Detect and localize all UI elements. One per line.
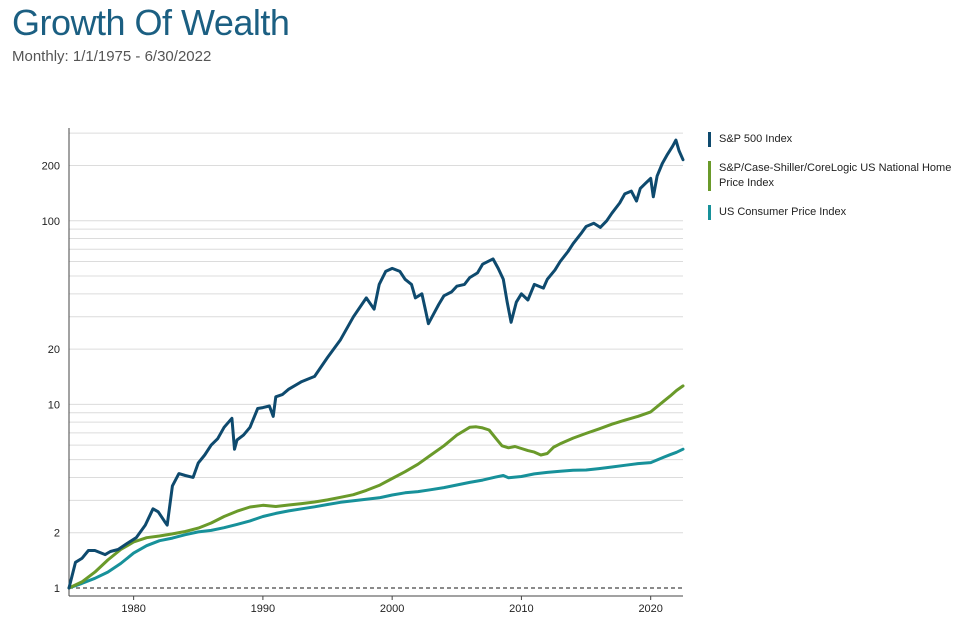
y-tick-label: 1 xyxy=(54,583,60,595)
y-tick-label: 2 xyxy=(54,528,60,540)
legend-item-sp500: S&P 500 Index xyxy=(708,132,970,147)
legend-swatch xyxy=(708,205,711,220)
x-tick-label: 1980 xyxy=(121,603,145,615)
series-layer xyxy=(67,138,685,590)
legend-item-cpi: US Consumer Price Index xyxy=(708,205,970,220)
axis-layer xyxy=(68,128,683,600)
y-tick-label: 200 xyxy=(42,160,60,172)
x-tick-label: 2000 xyxy=(380,603,404,615)
grid-layer xyxy=(69,132,683,534)
legend-swatch xyxy=(708,161,711,191)
y-tick-label: 10 xyxy=(48,399,60,411)
y-tick-label: 20 xyxy=(48,344,60,356)
page-title: Growth Of Wealth xyxy=(12,2,290,43)
legend-item-home-price: S&P/Case-Shiller/CoreLogic US National H… xyxy=(708,161,970,191)
x-tick-label: 2010 xyxy=(509,603,533,615)
page-subtitle: Monthly: 1/1/1975 - 6/30/2022 xyxy=(12,48,212,65)
legend-swatch xyxy=(708,132,711,147)
y-tick-label: 100 xyxy=(42,216,60,228)
tick-label-layer: 1 2 10 20 100 200 1980 1990 2000 2010 2020 xyxy=(42,160,663,615)
legend-label: S&P/Case-Shiller/CoreLogic US National H… xyxy=(719,162,952,189)
chart-legend: S&P 500 Index S&P/Case-Shiller/CoreLogic… xyxy=(708,132,970,234)
x-tick-label: 1990 xyxy=(251,603,275,615)
series-line-home-price xyxy=(67,384,685,590)
legend-label: US Consumer Price Index xyxy=(719,206,847,218)
legend-label: S&P 500 Index xyxy=(719,133,793,145)
x-tick-label: 2020 xyxy=(638,603,662,615)
series-line-cpi xyxy=(67,447,685,590)
series-line-sp500 xyxy=(67,138,685,590)
